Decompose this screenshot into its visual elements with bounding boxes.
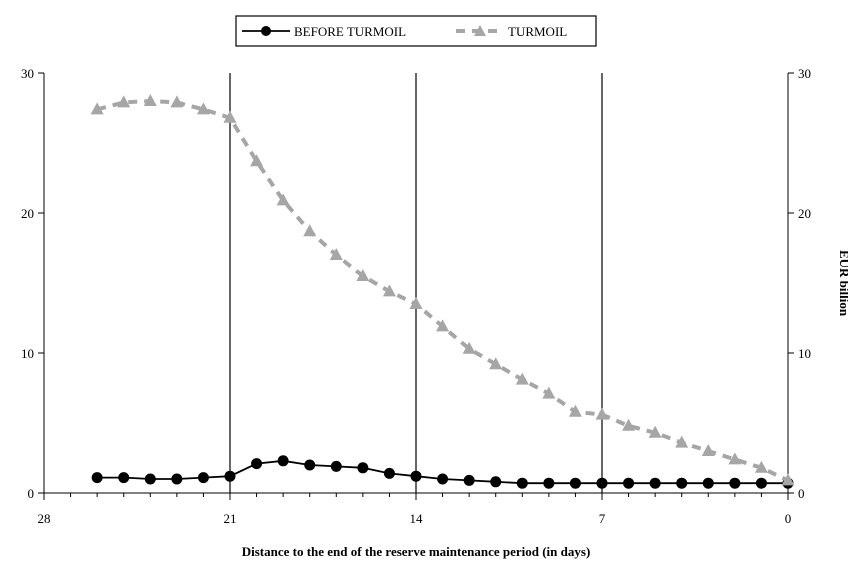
data-point-turmoil — [196, 102, 210, 115]
data-point-turmoil — [303, 224, 317, 237]
right-y-tick-label: 30 — [798, 66, 811, 81]
data-point-turmoil — [356, 269, 370, 281]
legend-marker-before-turmoil — [261, 26, 271, 36]
data-point-before-turmoil — [623, 477, 635, 489]
data-point-before-turmoil — [676, 477, 688, 489]
data-point-turmoil — [675, 435, 689, 448]
data-point-before-turmoil — [543, 477, 555, 489]
data-point-before-turmoil — [118, 472, 130, 484]
data-point-before-turmoil — [649, 477, 661, 489]
data-point-before-turmoil — [357, 462, 369, 474]
data-point-before-turmoil — [755, 477, 767, 489]
data-point-before-turmoil — [330, 460, 342, 472]
right-y-axis-title: EUR billion — [837, 250, 848, 317]
data-point-before-turmoil — [437, 473, 449, 485]
x-tick-label: 0 — [785, 511, 792, 526]
right-y-tick-label: 20 — [798, 206, 811, 221]
left-y-tick-label: 30 — [21, 66, 34, 81]
data-point-before-turmoil — [463, 474, 475, 486]
data-point-turmoil — [170, 95, 184, 108]
data-point-turmoil — [250, 154, 264, 167]
x-tick-label: 28 — [38, 511, 51, 526]
left-y-tick-label: 20 — [21, 206, 34, 221]
data-point-turmoil — [409, 297, 423, 309]
data-point-before-turmoil — [277, 455, 289, 467]
x-axis-title: Distance to the end of the reserve maint… — [242, 544, 591, 559]
data-point-before-turmoil — [197, 472, 209, 484]
data-point-turmoil — [568, 404, 582, 417]
data-point-turmoil — [223, 110, 237, 123]
data-point-turmoil — [90, 102, 104, 115]
data-point-before-turmoil — [410, 470, 422, 482]
legend-marker-turmoil — [474, 25, 486, 36]
data-point-turmoil — [701, 444, 715, 456]
data-point-turmoil — [462, 341, 476, 354]
data-point-turmoil — [436, 319, 450, 332]
x-ticks: 28 21 14 7 0 — [38, 493, 792, 526]
data-point-before-turmoil — [516, 477, 528, 489]
data-point-turmoil — [515, 372, 529, 385]
data-point-turmoil — [276, 193, 290, 206]
left-y-tick-label: 0 — [28, 486, 35, 501]
legend-box — [235, 15, 597, 47]
data-point-before-turmoil — [304, 459, 316, 471]
data-point-turmoil — [754, 460, 768, 473]
y-ticks: 0 0 10 10 20 20 30 30 — [21, 66, 811, 501]
data-point-before-turmoil — [490, 476, 502, 488]
data-point-turmoil — [648, 425, 662, 438]
data-point-turmoil — [781, 473, 795, 486]
data-point-turmoil — [329, 248, 343, 260]
data-point-turmoil — [489, 357, 503, 370]
right-y-tick-label: 10 — [798, 346, 811, 361]
legend-label-before-turmoil: BEFORE TURMOIL — [294, 24, 406, 39]
data-point-before-turmoil — [171, 473, 183, 485]
data-point-before-turmoil — [729, 477, 741, 489]
data-point-before-turmoil — [251, 458, 263, 470]
data-point-before-turmoil — [702, 477, 714, 489]
data-point-before-turmoil — [596, 477, 608, 489]
x-tick-label: 14 — [410, 511, 424, 526]
reference-lines — [229, 73, 603, 493]
data-point-turmoil — [382, 284, 396, 297]
left-y-tick-label: 10 — [21, 346, 34, 361]
data-point-before-turmoil — [144, 473, 156, 485]
x-tick-label: 7 — [599, 511, 606, 526]
data-point-before-turmoil — [569, 477, 581, 489]
data-point-turmoil — [595, 407, 609, 420]
data-point-turmoil — [117, 95, 131, 108]
data-point-turmoil — [143, 94, 157, 106]
data-point-before-turmoil — [91, 472, 103, 484]
legend: BEFORE TURMOIL TURMOIL — [235, 15, 597, 47]
legend-label-turmoil: TURMOIL — [508, 24, 567, 39]
right-y-tick-label: 0 — [798, 486, 805, 501]
data-point-turmoil — [728, 452, 742, 465]
data-point-before-turmoil — [383, 467, 395, 479]
data-point-before-turmoil — [224, 470, 236, 482]
series-layer — [90, 94, 795, 489]
x-tick-label: 21 — [224, 511, 237, 526]
data-point-turmoil — [542, 386, 556, 399]
series-line-turmoil — [96, 98, 789, 483]
data-point-turmoil — [622, 418, 636, 431]
